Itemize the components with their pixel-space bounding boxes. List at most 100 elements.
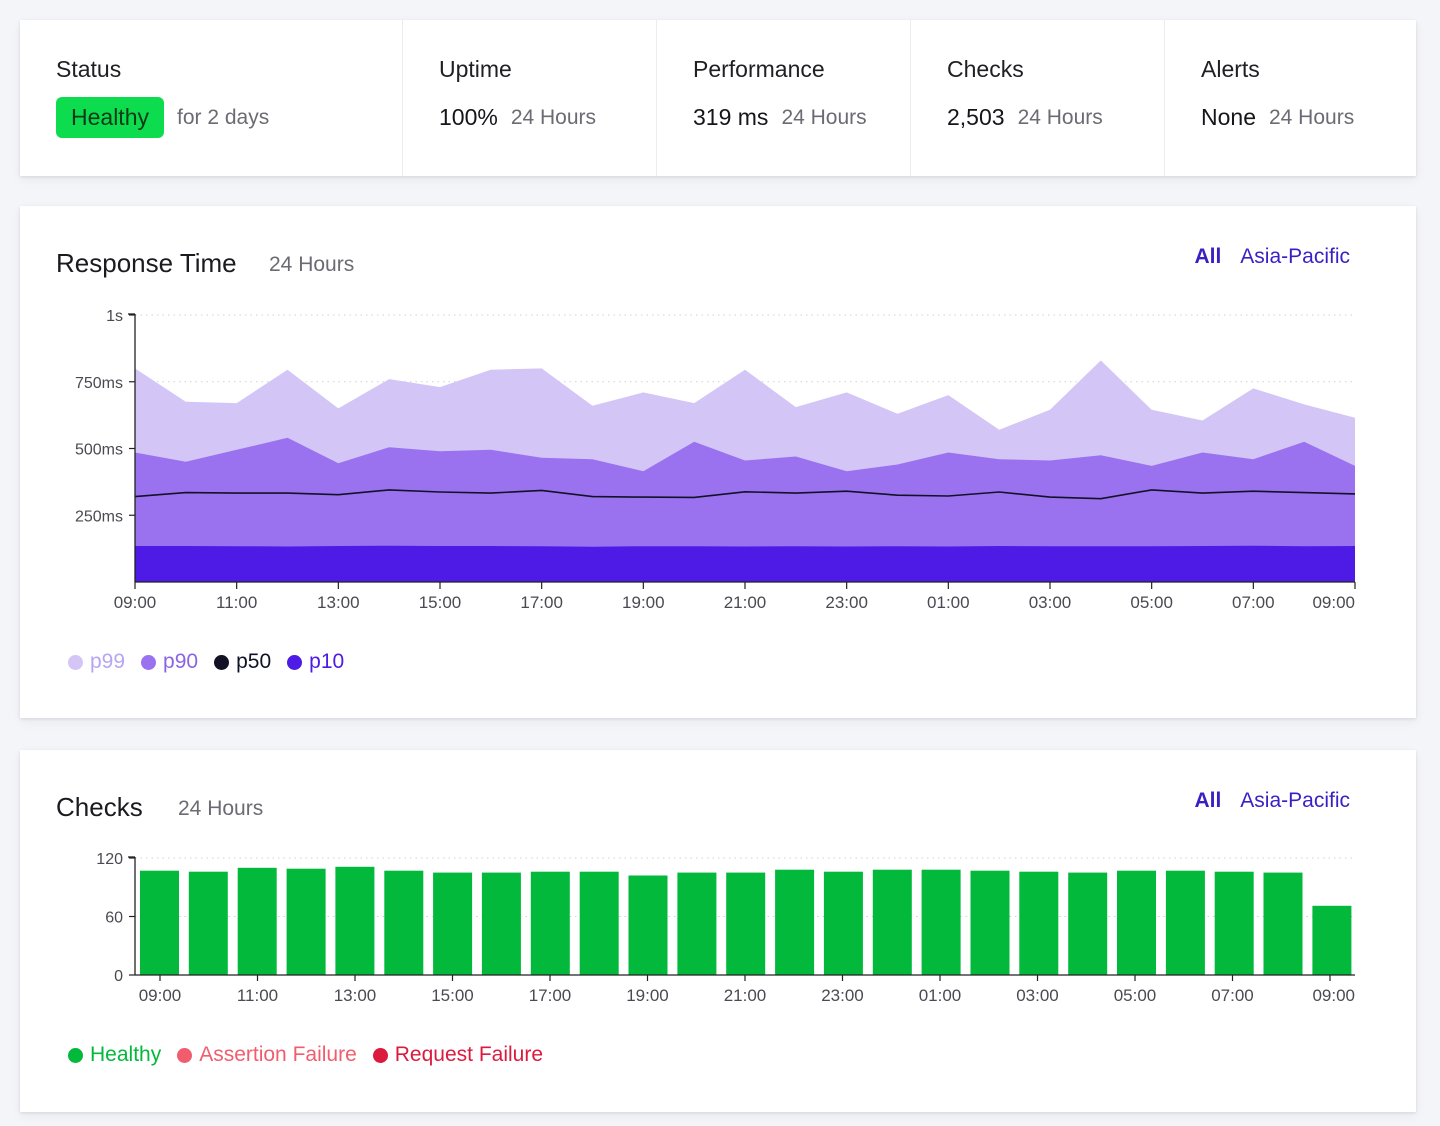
legend-dot — [287, 654, 303, 670]
bar-healthy — [140, 870, 179, 975]
y-tick-label: 120 — [96, 851, 123, 868]
stat-uptime-title: Uptime — [439, 56, 512, 82]
line-p50 — [134, 489, 1356, 500]
bar-healthy — [481, 872, 521, 975]
stat-checks-title: Checks — [947, 56, 1024, 82]
x-tick-label: 13:00 — [334, 986, 377, 1005]
y-tick-label: 1s — [106, 308, 123, 325]
x-tick-label: 07:00 — [1232, 593, 1275, 612]
legend-item-p99[interactable]: p99 — [68, 650, 125, 674]
legend-label: p99 — [90, 650, 126, 673]
bar-healthy — [823, 871, 863, 975]
x-tick-label: 17:00 — [520, 593, 563, 612]
x-tick-label: 09:00 — [1312, 593, 1355, 612]
y-tick-label: 500ms — [75, 442, 123, 459]
bar-healthy — [1068, 872, 1108, 975]
tab-all[interactable]: All — [1194, 245, 1222, 268]
stat-status: Status Healthy for 2 days — [20, 20, 402, 176]
legend-item-healthy[interactable]: Healthy — [68, 1043, 161, 1067]
response-time-period: 24 Hours — [269, 253, 355, 276]
bar-healthy — [1117, 870, 1156, 975]
legend-item-p90[interactable]: p90 — [141, 650, 198, 674]
bar-healthy — [970, 870, 1010, 975]
x-tick-label: 19:00 — [626, 986, 669, 1005]
bar-healthy — [1165, 870, 1205, 975]
area-p10 — [135, 545, 1355, 582]
x-tick-label: 23:00 — [825, 593, 868, 612]
legend-item-assertion-failure[interactable]: Assertion Failure — [177, 1043, 357, 1067]
status-duration: for 2 days — [176, 105, 270, 129]
legend-item-request-failure[interactable]: Request Failure — [372, 1043, 544, 1067]
response-time-chart: 1s 750ms 500ms 250ms 09:00 11:00 13:00 15:00 17:… — [75, 308, 1356, 612]
tab-asia-pacific[interactable]: Asia-Pacific — [1240, 245, 1350, 268]
x-tick-label: 03:00 — [1029, 593, 1072, 612]
legend-label: p10 — [309, 650, 345, 673]
legend-item-p50[interactable]: p50 — [214, 650, 271, 674]
checks-value: 2,503 — [947, 104, 1005, 130]
x-tick-label: 05:00 — [1114, 986, 1157, 1005]
bar-healthy — [726, 872, 766, 975]
stat-alerts-title: Alerts — [1201, 56, 1260, 82]
y-tick-label: 250ms — [75, 508, 123, 525]
bar-healthy — [677, 872, 717, 975]
legend-label: Assertion Failure — [199, 1043, 357, 1066]
bar-healthy — [1019, 871, 1059, 975]
performance-value: 319 ms — [693, 104, 769, 130]
checks-chart: 120 60 0 09:00 11:00 13:00 15:00 17:00 19:00 21:0… — [96, 851, 1355, 1005]
checks-chart-period: 24 Hours — [178, 797, 264, 820]
alerts-period: 24 Hours — [1268, 105, 1355, 129]
bar-healthy — [433, 872, 473, 975]
legend-dot — [372, 1047, 388, 1063]
x-tick-label: 15:00 — [431, 986, 474, 1005]
bar-healthy — [775, 869, 815, 975]
status-badge: Healthy — [56, 97, 164, 138]
bar-healthy — [921, 869, 961, 975]
bar-healthy — [384, 870, 424, 975]
response-time-title: Response Time — [56, 248, 237, 278]
y-tick-label: 750ms — [75, 375, 123, 392]
x-tick-label: 23:00 — [821, 986, 864, 1005]
performance-period: 24 Hours — [781, 105, 867, 129]
uptime-value: 100% — [439, 104, 498, 130]
x-tick-label: 07:00 — [1211, 986, 1254, 1005]
area-p90 — [135, 437, 1355, 582]
legend-label: Request Failure — [394, 1043, 544, 1066]
x-tick-label: 01:00 — [919, 986, 962, 1005]
uptime-period: 24 Hours — [510, 105, 597, 129]
response-time-card: Response Time 24 Hours All Asia-Pacific … — [20, 206, 1416, 718]
legend-label: p90 — [163, 650, 199, 673]
stat-uptime: Uptime 100% 24 Hours — [402, 20, 656, 176]
y-tick-label: 60 — [105, 910, 123, 927]
x-tick-label: 11:00 — [216, 593, 257, 612]
checks-chart-title: Checks — [56, 792, 143, 822]
bar-healthy — [237, 867, 277, 976]
x-tick-label: 17:00 — [529, 986, 572, 1005]
stat-checks: Checks 2,503 24 Hours — [910, 20, 1164, 176]
bar-healthy — [1263, 872, 1303, 975]
legend-label: Healthy — [90, 1043, 162, 1066]
legend-dot — [141, 654, 157, 670]
x-tick-label: 09:00 — [139, 986, 182, 1005]
x-tick-label: 21:00 — [724, 593, 767, 612]
legend-item-p10[interactable]: p10 — [287, 650, 344, 674]
stat-status-title: Status — [56, 56, 122, 82]
x-tick-label: 19:00 — [622, 593, 665, 612]
bar-healthy — [1214, 871, 1254, 975]
bar-healthy — [335, 866, 375, 975]
x-tick-label: 15:00 — [419, 593, 462, 612]
x-tick-label: 11:00 — [237, 986, 278, 1005]
legend-dot — [68, 1047, 83, 1063]
bar-healthy — [1312, 905, 1352, 975]
response-time-legend: p99 p90 p50 p10 — [68, 650, 344, 674]
alerts-value: None — [1201, 104, 1256, 130]
bar-healthy — [188, 871, 228, 975]
tab-asia-pacific[interactable]: Asia-Pacific — [1240, 789, 1350, 812]
x-tick-label: 21:00 — [724, 986, 767, 1005]
checks-card: Checks 24 Hours All Asia-Pacific 120 60 0 0… — [20, 750, 1416, 1112]
bar-healthy — [579, 871, 619, 975]
x-tick-label: 13:00 — [317, 593, 360, 612]
stat-performance: Performance 319 ms 24 Hours — [656, 20, 910, 176]
legend-dot — [177, 1047, 193, 1063]
tab-all[interactable]: All — [1194, 789, 1222, 812]
bar-healthy — [872, 869, 912, 975]
